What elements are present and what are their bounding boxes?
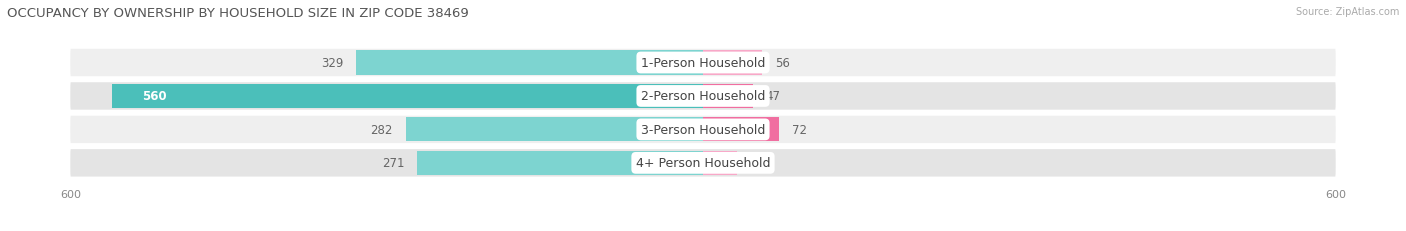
Text: 1-Person Household: 1-Person Household (641, 57, 765, 70)
Bar (703, 118, 779, 142)
Bar (703, 85, 752, 109)
FancyBboxPatch shape (70, 83, 1336, 110)
Bar (405, 118, 703, 142)
Bar (703, 151, 737, 175)
Text: 271: 271 (382, 157, 405, 170)
Bar (112, 85, 703, 109)
Text: 560: 560 (142, 90, 167, 103)
Text: OCCUPANCY BY OWNERSHIP BY HOUSEHOLD SIZE IN ZIP CODE 38469: OCCUPANCY BY OWNERSHIP BY HOUSEHOLD SIZE… (7, 7, 468, 20)
Text: 3-Person Household: 3-Person Household (641, 123, 765, 136)
Bar (356, 51, 703, 75)
FancyBboxPatch shape (70, 50, 1336, 77)
FancyBboxPatch shape (70, 116, 1336, 143)
Text: Source: ZipAtlas.com: Source: ZipAtlas.com (1295, 7, 1399, 17)
Bar (418, 151, 703, 175)
Text: 282: 282 (371, 123, 392, 136)
Text: 4+ Person Household: 4+ Person Household (636, 157, 770, 170)
Text: 72: 72 (792, 123, 807, 136)
Text: 329: 329 (321, 57, 343, 70)
Bar (703, 51, 762, 75)
Text: 32: 32 (749, 157, 765, 170)
FancyBboxPatch shape (70, 149, 1336, 177)
Text: 56: 56 (775, 57, 790, 70)
Text: 47: 47 (765, 90, 780, 103)
Text: 2-Person Household: 2-Person Household (641, 90, 765, 103)
